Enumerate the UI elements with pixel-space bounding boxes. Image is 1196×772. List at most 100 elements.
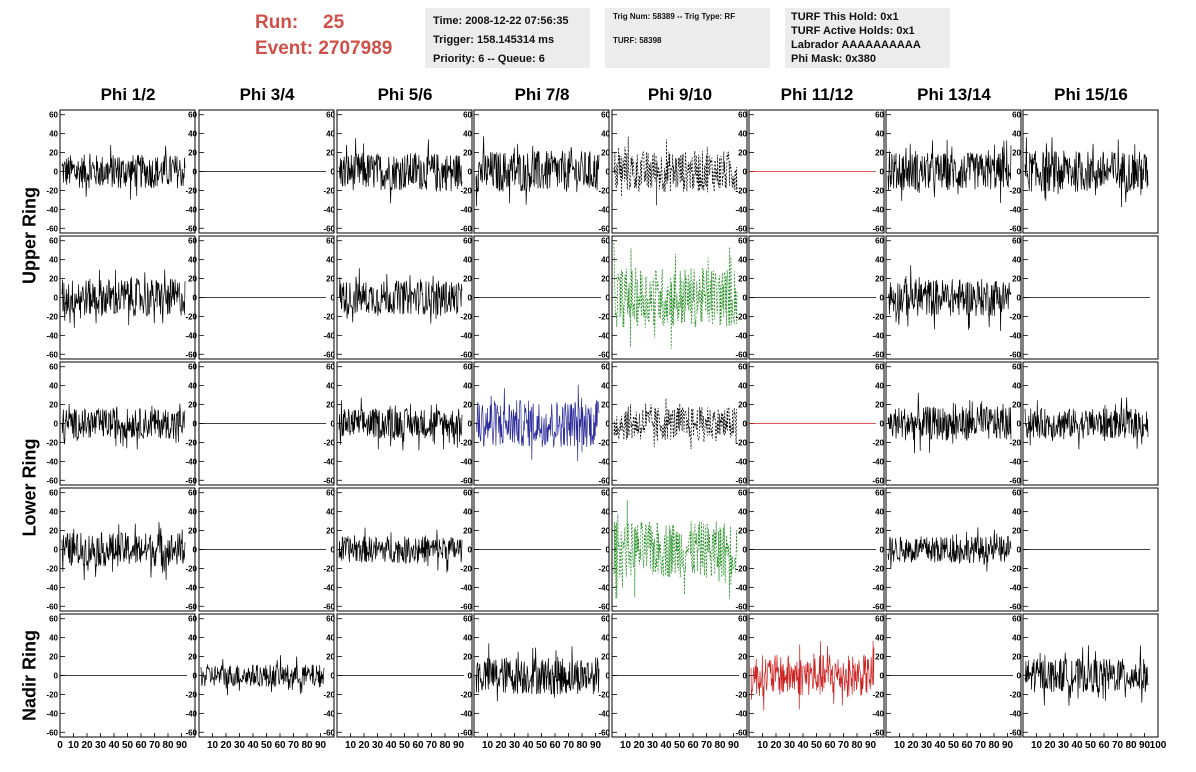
xtick-label: 40 [660,740,672,751]
xtick-label: 90 [1002,740,1014,751]
waveform-trace-r1-c3 [338,138,463,204]
ytick-label: -60 [735,728,747,737]
ytick-label: 0 [193,672,198,681]
ytick-label: 20 [49,653,58,662]
ytick-label: -40 [735,331,747,340]
time-trigger-box: Time: 2008-12-22 07:56:35 Trigger: 158.1… [425,8,590,68]
xtick-label: 10 [345,740,357,751]
xtick-label: 50 [122,740,134,751]
ytick-label: 20 [463,149,472,158]
ytick-label: -20 [598,438,610,447]
ytick-label: 0 [468,672,473,681]
ytick-label: 60 [188,363,197,372]
ytick-label: 60 [326,615,335,624]
ytick-label: 40 [188,256,197,265]
ytick-label: 40 [463,130,472,139]
ytick-label: 0 [54,168,59,177]
trigger-line: Trigger: 158.145314 ms [433,34,555,46]
xtick-label: 10 [1031,740,1043,751]
ytick-label: 20 [1012,527,1021,536]
ytick-label: -40 [323,457,335,466]
ytick-label: 0 [468,294,473,303]
waveform-trace-r3-c5 [613,398,738,450]
ytick-label: 40 [875,634,884,643]
ytick-label: 60 [601,363,610,372]
xtick-label: 80 [301,740,313,751]
ytick-label: -40 [1009,583,1021,592]
xtick-label: 30 [509,740,521,751]
ytick-label: -40 [598,331,610,340]
ytick-label: 20 [601,149,610,158]
ytick-label: -40 [46,457,58,466]
xtick-label: 20 [358,740,370,751]
ytick-label: -60 [323,350,335,359]
ytick-label: 40 [601,256,610,265]
ytick-label: 60 [738,489,747,498]
xtick-label: 70 [838,740,850,751]
ytick-label: -40 [323,205,335,214]
xtick-label: 40 [797,740,809,751]
ytick-label: -40 [735,205,747,214]
ytick-label: -60 [872,728,884,737]
xtick-label: 50 [1085,740,1097,751]
ytick-label: -60 [598,224,610,233]
ytick-label: -60 [460,728,472,737]
ytick-label: -40 [185,331,197,340]
ytick-label: -40 [872,331,884,340]
ytick-label: 20 [49,527,58,536]
ytick-label: 0 [331,546,336,555]
ytick-label: 20 [601,275,610,284]
turf-this-hold-line: TURF This Hold: 0x1 [791,11,899,23]
ytick-label: -40 [735,709,747,718]
ytick-label: 60 [326,237,335,246]
waveform-trace-r2-c3 [338,268,463,324]
event-row: Event: 2707989 [255,36,392,62]
ytick-label: 20 [875,149,884,158]
xtick-label: 60 [1098,740,1110,751]
xtick-label: 70 [701,740,713,751]
xtick-label: 40 [1071,740,1083,751]
xtick-label: 70 [975,740,987,751]
ytick-label: -20 [1009,564,1021,573]
ytick-label: -20 [735,564,747,573]
ytick-label: 60 [188,111,197,120]
ytick-label: 60 [601,489,610,498]
ytick-label: -60 [185,728,197,737]
ytick-label: 60 [738,615,747,624]
ytick-label: 20 [738,653,747,662]
column-header-6: Phi 11/12 [780,85,854,104]
xtick-label: 80 [439,740,451,751]
ytick-label: 20 [326,401,335,410]
waveform-trace-r1-c8 [1024,137,1149,208]
ytick-label: 40 [875,508,884,517]
ytick-label: -60 [598,350,610,359]
ytick-label: 40 [601,508,610,517]
xtick-label: 60 [549,740,561,751]
ytick-label: -40 [1009,709,1021,718]
ytick-label: 40 [1012,634,1021,643]
ytick-label: -40 [46,205,58,214]
xtick-label: 60 [274,740,286,751]
ytick-label: -40 [1009,205,1021,214]
ytick-label: 0 [880,420,885,429]
ytick-label: -40 [735,457,747,466]
ytick-label: 60 [49,489,58,498]
ytick-label: -40 [460,205,472,214]
ytick-label: -40 [46,583,58,592]
ytick-label: 60 [463,363,472,372]
ytick-label: -60 [735,602,747,611]
panel-frame-r2-c5 [611,235,748,360]
xtick-label: 60 [135,740,147,751]
ytick-label: 40 [326,634,335,643]
ytick-label: 40 [738,130,747,139]
ytick-label: -60 [1009,728,1021,737]
ytick-label: 0 [331,420,336,429]
waveform-trace-r2-c7 [887,265,1012,332]
ytick-label: -60 [323,224,335,233]
ytick-label: -20 [872,690,884,699]
turf-active-holds-line: TURF Active Holds: 0x1 [791,25,915,37]
xtick-label: 70 [288,740,300,751]
ytick-label: -60 [46,476,58,485]
xtick-label: 30 [647,740,659,751]
